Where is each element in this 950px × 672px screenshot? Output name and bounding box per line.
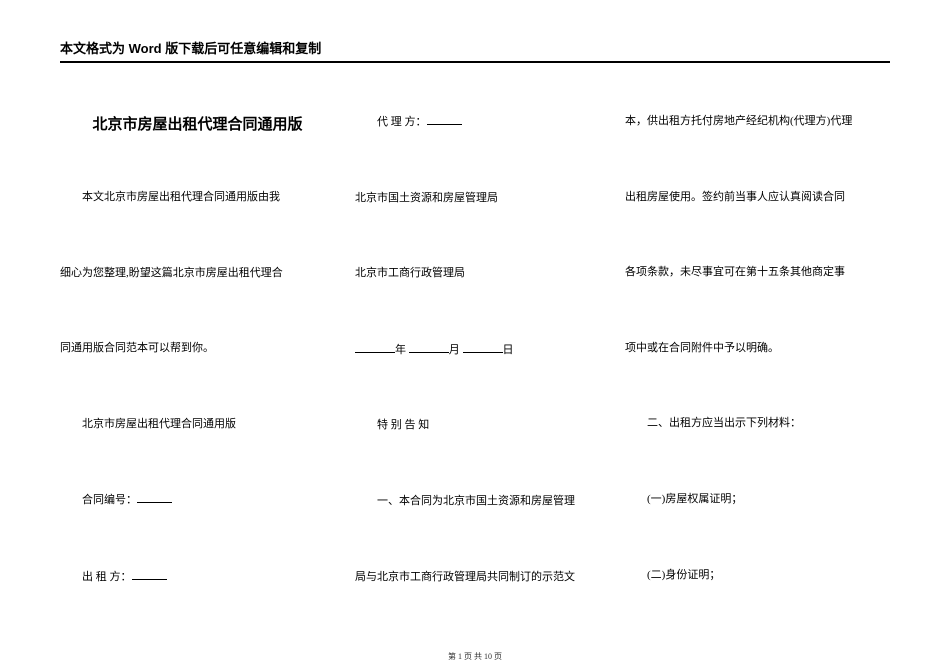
page-footer: 第 1 页 共 10 页 xyxy=(0,651,950,662)
content-columns: 北京市房屋出租代理合同通用版 本文北京市房屋出租代理合同通用版由我 细心为您整理… xyxy=(60,103,890,623)
contract-number-label: 合同编号： xyxy=(82,494,137,506)
col3-para6: (一)房屋权属证明； xyxy=(625,491,895,509)
col2-para5: 特 别 告 知 xyxy=(355,417,605,435)
agent-field: 代 理 方： xyxy=(355,113,605,132)
col2-para3: 北京市工商行政管理局 xyxy=(355,265,605,283)
lessor-field: 出 租 方： xyxy=(60,568,335,587)
col3-para1: 本，供出租方托付房地产经纪机构(代理方)代理 xyxy=(625,113,895,131)
year-blank xyxy=(355,341,395,353)
col3-para7: (二)身份证明； xyxy=(625,567,895,585)
document-title: 北京市房屋出租代理合同通用版 xyxy=(60,113,335,134)
col2-para6: 一、本合同为北京市国土资源和房屋管理 xyxy=(355,493,605,511)
lessor-blank xyxy=(132,568,167,580)
column-2: 代 理 方： 北京市国土资源和房屋管理局 北京市工商行政管理局 年 月 日 特 … xyxy=(355,103,605,644)
contract-number-blank xyxy=(137,491,172,503)
lessor-label: 出 租 方： xyxy=(82,571,132,583)
agent-blank xyxy=(427,113,462,125)
month-blank xyxy=(409,341,449,353)
col1-para3: 同通用版合同范本可以帮到你。 xyxy=(60,340,335,358)
col3-para3: 各项条款，未尽事宜可在第十五条其他商定事 xyxy=(625,264,895,282)
year-label: 年 xyxy=(395,344,406,356)
contract-number-field: 合同编号： xyxy=(60,491,335,510)
document-header: 本文格式为 Word 版下载后可任意编辑和复制 xyxy=(60,38,890,63)
col1-para4: 北京市房屋出租代理合同通用版 xyxy=(60,416,335,434)
col2-para2: 北京市国土资源和房屋管理局 xyxy=(355,190,605,208)
agent-label: 代 理 方： xyxy=(377,116,427,128)
col1-para1: 本文北京市房屋出租代理合同通用版由我 xyxy=(60,189,335,207)
column-1: 北京市房屋出租代理合同通用版 本文北京市房屋出租代理合同通用版由我 细心为您整理… xyxy=(60,103,335,645)
col2-para7: 局与北京市工商行政管理局共同制订的示范文 xyxy=(355,569,605,587)
col3-para5: 二、出租方应当出示下列材料： xyxy=(625,415,895,433)
date-field: 年 月 日 xyxy=(355,341,605,360)
column-3: 本，供出租方托付房地产经纪机构(代理方)代理 出租房屋使用。签约前当事人应认真阅… xyxy=(625,103,895,642)
col3-para2: 出租房屋使用。签约前当事人应认真阅读合同 xyxy=(625,189,895,207)
month-label: 月 xyxy=(449,344,460,356)
col3-para4: 项中或在合同附件中予以明确。 xyxy=(625,340,895,358)
day-blank xyxy=(463,341,503,353)
col1-para2: 细心为您整理,盼望这篇北京市房屋出租代理合 xyxy=(60,265,335,283)
day-label: 日 xyxy=(503,344,514,356)
